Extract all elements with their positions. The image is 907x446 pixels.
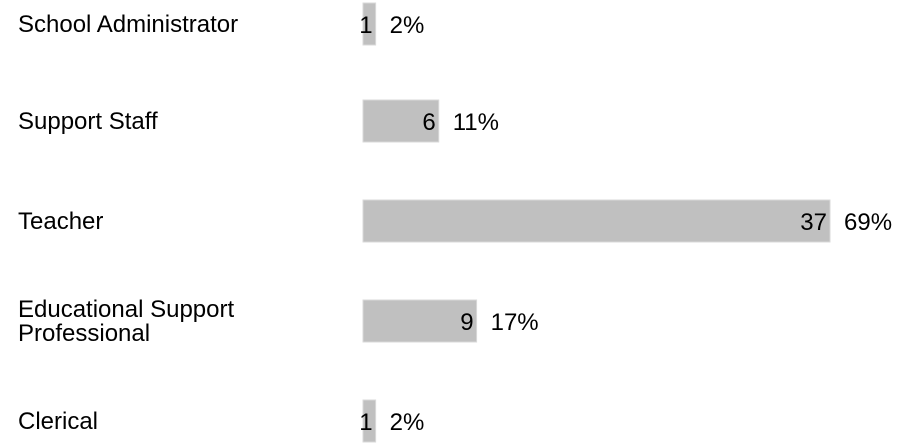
percent-label: 2% (390, 12, 425, 39)
percent-label: 17% (491, 309, 539, 336)
value-label: 1 (359, 12, 372, 39)
value-label: 6 (422, 109, 435, 136)
category-label: Teacher (18, 208, 103, 235)
value-label: 37 (800, 209, 827, 236)
bar (362, 99, 440, 143)
percent-label: 2% (390, 409, 425, 436)
category-label: Clerical (18, 408, 98, 435)
category-label: Educational Support Professional (18, 296, 234, 347)
bar (362, 199, 831, 243)
value-label: 1 (359, 409, 372, 436)
percent-label: 69% (844, 209, 892, 236)
bar (362, 399, 377, 443)
bar (362, 299, 478, 343)
percent-label: 11% (453, 109, 499, 136)
category-label: School Administrator (18, 11, 238, 38)
value-label: 9 (460, 309, 473, 336)
bar (362, 2, 377, 46)
category-label: Support Staff (18, 108, 158, 135)
